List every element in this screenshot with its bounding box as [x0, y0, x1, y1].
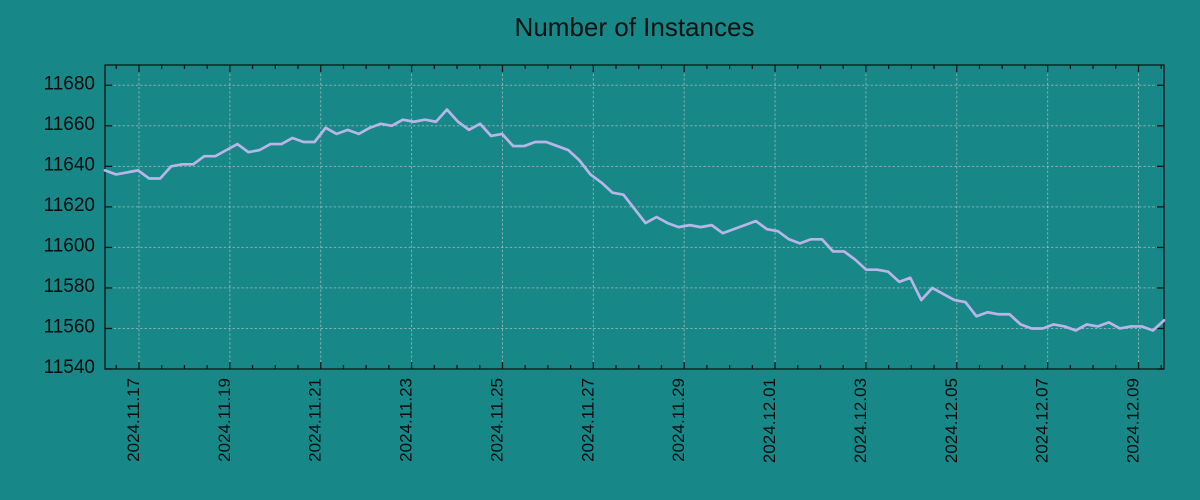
svg-text:2024.11.27: 2024.11.27: [578, 378, 597, 462]
svg-text:2024.12.01: 2024.12.01: [760, 378, 779, 463]
svg-text:2024.12.07: 2024.12.07: [1033, 378, 1052, 463]
svg-text:11580: 11580: [44, 276, 95, 297]
svg-text:11560: 11560: [44, 316, 95, 337]
svg-text:11600: 11600: [44, 235, 95, 256]
svg-text:2024.12.03: 2024.12.03: [851, 378, 870, 463]
svg-text:11540: 11540: [44, 357, 95, 378]
svg-text:2024.12.09: 2024.12.09: [1124, 378, 1143, 463]
svg-text:2024.11.19: 2024.11.19: [215, 378, 234, 462]
svg-text:2024.12.05: 2024.12.05: [942, 378, 961, 463]
svg-text:11620: 11620: [44, 195, 95, 216]
svg-text:2024.11.23: 2024.11.23: [397, 378, 416, 462]
svg-text:11680: 11680: [44, 73, 95, 94]
svg-text:2024.11.21: 2024.11.21: [306, 378, 325, 462]
svg-text:11660: 11660: [44, 114, 95, 135]
svg-text:2024.11.25: 2024.11.25: [487, 378, 506, 462]
svg-text:2024.11.17: 2024.11.17: [124, 378, 143, 462]
svg-text:11640: 11640: [44, 154, 95, 175]
svg-text:2024.11.29: 2024.11.29: [669, 378, 688, 462]
